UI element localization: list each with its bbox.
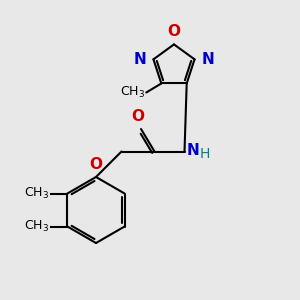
Text: CH$_3$: CH$_3$ — [120, 85, 145, 100]
Text: N: N — [201, 52, 214, 67]
Text: N: N — [187, 142, 200, 158]
Text: O: O — [167, 24, 181, 39]
Text: H: H — [200, 148, 210, 161]
Text: O: O — [89, 157, 103, 172]
Text: O: O — [131, 109, 145, 124]
Text: CH$_3$: CH$_3$ — [24, 186, 50, 201]
Text: CH$_3$: CH$_3$ — [24, 219, 50, 234]
Text: N: N — [134, 52, 147, 67]
